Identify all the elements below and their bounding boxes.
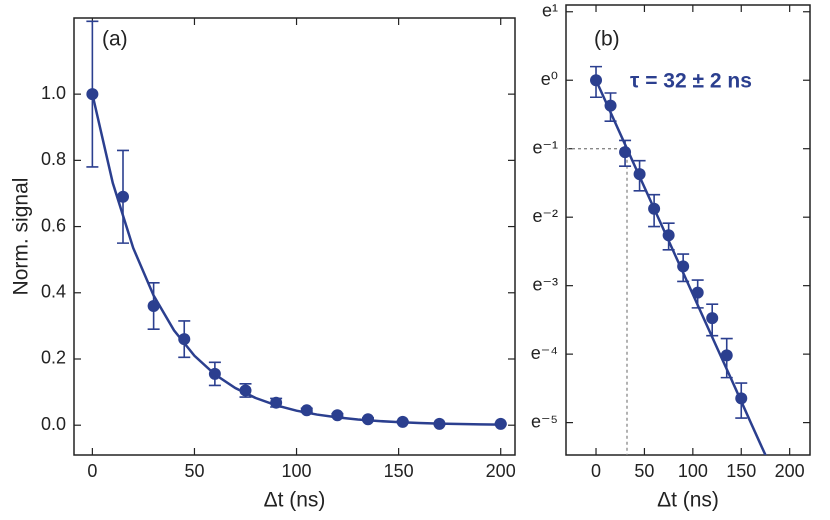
data-point: [300, 404, 313, 417]
data-point: [331, 409, 344, 422]
y-tick-label: 0.4: [41, 282, 66, 302]
plot-area: [566, 65, 767, 455]
x-tick-label: 0: [87, 461, 97, 481]
guide-line: [566, 148, 628, 455]
x-axis-label: Δt (ns): [657, 489, 719, 512]
y-tick-label: e⁻³: [532, 274, 558, 294]
data-point: [178, 333, 191, 346]
y-tick-label: e⁻⁵: [531, 411, 558, 431]
data-point: [619, 146, 632, 159]
annotation: τ = 32 ± 2 ns: [630, 70, 752, 93]
data-point: [662, 229, 675, 242]
x-tick-label: 150: [726, 461, 756, 481]
data-point: [117, 190, 129, 203]
panel-label: (b): [594, 28, 620, 51]
x-tick-label: 50: [184, 461, 204, 481]
y-tick-label: 0.6: [41, 215, 66, 235]
data-point: [720, 349, 733, 362]
data-point: [648, 202, 661, 215]
y-tick-label: 0.8: [41, 149, 66, 169]
data-point: [735, 392, 748, 405]
x-tick-label: 200: [775, 461, 805, 481]
data-point: [396, 415, 409, 428]
data-point: [706, 312, 719, 325]
data-point: [691, 286, 704, 299]
y-tick-label: e¹: [542, 1, 558, 21]
data-point: [677, 260, 690, 273]
data-point: [604, 99, 617, 112]
data-point: [147, 300, 160, 313]
data-point: [208, 367, 221, 380]
y-tick-label: e⁰: [541, 69, 558, 89]
x-tick-label: 100: [282, 461, 312, 481]
x-tick-label: 100: [678, 461, 708, 481]
data-point: [362, 413, 374, 426]
plot-area: [86, 20, 507, 430]
y-tick-label: e⁻⁴: [531, 343, 558, 363]
plot-frame: [73, 17, 516, 456]
y-tick-label: e⁻²: [532, 206, 558, 226]
y-axis-label: Norm. signal: [10, 178, 33, 296]
x-tick-label: 50: [634, 461, 654, 481]
x-tick-label: 0: [591, 461, 601, 481]
fit-line: [91, 93, 501, 426]
panel-label: (a): [102, 28, 128, 51]
data-point: [433, 417, 446, 430]
data-point: [590, 74, 603, 87]
y-tick-label: 1.0: [41, 83, 66, 103]
data-point: [633, 168, 646, 181]
x-axis-label: Δt (ns): [264, 489, 326, 512]
data-point: [239, 384, 252, 397]
x-tick-label: 150: [384, 461, 414, 481]
plot-frame: [565, 4, 811, 456]
data-point: [494, 417, 507, 430]
y-tick-label: 0.0: [41, 414, 66, 434]
data-point: [86, 88, 99, 101]
data-point: [270, 396, 283, 409]
y-tick-label: 0.2: [41, 348, 66, 368]
y-tick-label: e⁻¹: [532, 137, 558, 157]
x-tick-label: 200: [486, 461, 516, 481]
